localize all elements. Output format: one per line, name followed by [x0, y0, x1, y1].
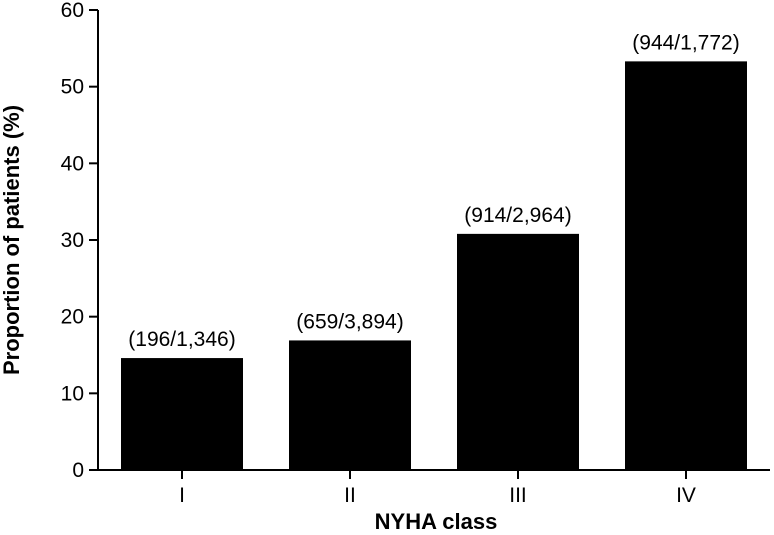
x-tick-label: I: [179, 484, 185, 507]
y-axis: 0 10 20 30 40 50 60: [61, 0, 99, 482]
y-tick-label: 40: [61, 152, 84, 175]
y-tick-label: 50: [61, 76, 84, 99]
x-tick-label: II: [344, 484, 356, 507]
bar: [289, 340, 411, 470]
y-tick-label: 20: [61, 306, 84, 329]
y-tick-label: 30: [61, 229, 84, 252]
x-axis: I II III IV: [98, 469, 770, 507]
x-tick-label: IV: [676, 484, 696, 507]
y-axis-title: Proportion of patients (%): [0, 105, 24, 375]
bar-data-label: (944/1,772): [632, 31, 739, 54]
bar: [121, 358, 243, 470]
x-axis-title: NYHA class: [375, 509, 498, 534]
bar-data-label: (914/2,964): [464, 204, 571, 227]
y-tick-label: 60: [61, 0, 84, 22]
bar-data-label: (659/3,894): [296, 310, 403, 333]
bars: [121, 61, 747, 470]
bar: [457, 233, 579, 470]
y-tick-label: 10: [61, 382, 84, 405]
x-tick-label: III: [509, 484, 527, 507]
data-labels: (196/1,346) (659/3,894) (914/2,964) (944/1,…: [128, 31, 739, 351]
bar-data-label: (196/1,346): [128, 328, 235, 351]
bar: [625, 61, 747, 470]
y-tick-label: 0: [72, 459, 84, 482]
